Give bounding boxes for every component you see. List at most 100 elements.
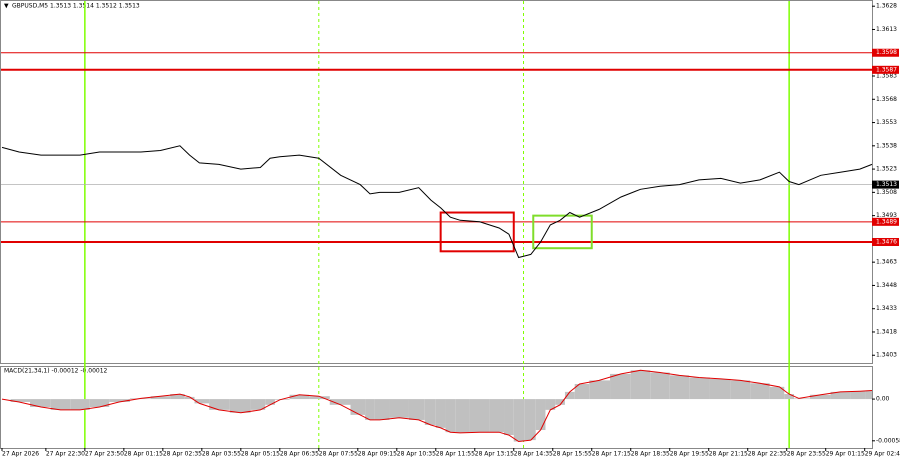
macd-bar — [784, 394, 795, 400]
price-frame — [0, 0, 873, 364]
level-label: 1.3489 — [876, 218, 897, 225]
y-tick-label: 1.3463 — [876, 259, 897, 266]
macd-bar — [564, 391, 575, 400]
level-tag — [872, 48, 899, 57]
level-label: 1.3476 — [876, 239, 897, 246]
macd-bar — [489, 399, 505, 433]
y-tick-label: 1.3508 — [876, 189, 897, 196]
macd-bar — [689, 377, 710, 400]
macd-bar — [545, 399, 556, 410]
price-line — [1, 145, 873, 259]
macd-bar — [309, 396, 330, 400]
y-tick-label: 1.3568 — [876, 96, 897, 103]
y-tick-label: 1.3553 — [876, 119, 897, 126]
macd-bar — [524, 399, 536, 441]
y-tick-label: 1.3538 — [876, 142, 897, 149]
macd-bar — [10, 399, 31, 402]
macd-bar — [555, 399, 565, 405]
y-tick-label: 1.3613 — [876, 26, 897, 33]
y-tick-label: 1.3448 — [876, 282, 897, 289]
macd-bar — [389, 399, 409, 418]
macd-frame — [0, 366, 873, 449]
macd-bar — [250, 399, 266, 410]
macd-bar — [408, 399, 425, 420]
level-tag — [872, 217, 899, 226]
macd-bar — [170, 394, 185, 400]
x-tick-label: 28 Apr 17:15 — [592, 451, 631, 458]
level-tag — [872, 238, 899, 246]
x-tick-label: 27 Apr 2026 — [2, 451, 39, 458]
y-tick-label: 1.3403 — [876, 352, 897, 359]
macd-bar — [30, 399, 51, 407]
macd-bar — [50, 399, 71, 410]
macd-bar — [184, 396, 195, 400]
macd-bar — [865, 390, 872, 400]
x-tick-label: 28 Apr 14:35 — [514, 451, 553, 458]
macd-bar — [209, 399, 230, 410]
macd-bar — [365, 399, 375, 420]
macd-bar — [830, 391, 851, 400]
x-tick-label: 28 Apr 07:55 — [319, 451, 358, 458]
macd-bar — [504, 399, 514, 436]
macd-title: MACD(21,34,1) -0.00012 -0.00012 — [4, 368, 108, 375]
x-tick-label: 28 Apr 15:55 — [553, 451, 592, 458]
macd-bar — [610, 373, 631, 400]
macd-bar — [435, 399, 446, 428]
x-tick-label: 29 Apr 01:15 — [826, 451, 865, 458]
current-price-label: 1.3513 — [876, 181, 897, 188]
macd-bar — [650, 372, 670, 400]
chart-title: GBPUSD,M5 1.3513 1.3514 1.3512 1.3513 — [12, 3, 140, 10]
macd-bar — [329, 399, 351, 405]
macd-bar — [194, 399, 210, 404]
macd-bar — [70, 399, 90, 410]
x-tick-label: 28 Apr 09:15 — [358, 451, 397, 458]
macd-bar — [109, 399, 130, 402]
x-tick-label: 27 Apr 22:30 — [46, 451, 85, 458]
x-tick-label: 28 Apr 19:55 — [670, 451, 709, 458]
x-tick-label: 28 Apr 23:55 — [787, 451, 826, 458]
x-tick-label: 29 Apr 02:45 — [865, 451, 900, 458]
x-tick-label: 28 Apr 03:55 — [202, 451, 241, 458]
level-label: 1.3587 — [876, 66, 897, 73]
macd-bar — [513, 399, 525, 442]
macd-bar — [455, 399, 470, 433]
signal-line — [1, 369, 873, 443]
macd-bar — [374, 399, 390, 420]
x-tick-label: 27 Apr 23:50 — [85, 451, 124, 458]
x-tick-label: 28 Apr 11:55 — [436, 451, 475, 458]
level-label: 1.3598 — [876, 49, 897, 56]
macd-bar — [89, 399, 110, 407]
x-tick-label: 28 Apr 18:35 — [631, 451, 670, 458]
chart-title: ▼ — [4, 3, 9, 10]
macd-bar — [769, 386, 785, 400]
level-tag — [872, 65, 899, 74]
macd-bar — [730, 380, 751, 400]
x-tick-label: 28 Apr 13:15 — [475, 451, 514, 458]
y-tick-label: 1.3418 — [876, 328, 897, 335]
macd-bar — [850, 391, 866, 400]
macd-bar — [469, 399, 490, 433]
y-tick-label: 1.3628 — [876, 3, 897, 10]
macd-bar — [589, 380, 611, 400]
macd-bar — [289, 394, 310, 400]
y-tick-label: 1.3493 — [876, 212, 897, 219]
zone-box — [439, 211, 515, 253]
macd-bar — [709, 378, 731, 400]
x-tick-label: 28 Apr 21:15 — [709, 451, 748, 458]
y2-tick-label: -0.00058 — [876, 437, 900, 444]
x-tick-label: 28 Apr 05:15 — [241, 451, 280, 458]
x-tick-label: 28 Apr 02:35 — [163, 451, 202, 458]
y-tick-label: 1.3433 — [876, 305, 897, 312]
zone-box — [532, 214, 593, 250]
y-tick-label: 1.3523 — [876, 166, 897, 173]
macd-bar — [669, 375, 690, 400]
macd-bar — [445, 399, 456, 433]
x-tick-label: 28 Apr 01:15 — [124, 451, 163, 458]
x-tick-label: 28 Apr 06:35 — [280, 451, 319, 458]
y2-tick-label: 0.00 — [876, 396, 890, 403]
macd-bar — [794, 398, 810, 400]
macd-bar — [535, 399, 546, 431]
macd-bar — [574, 383, 590, 400]
macd-bar — [424, 399, 436, 425]
